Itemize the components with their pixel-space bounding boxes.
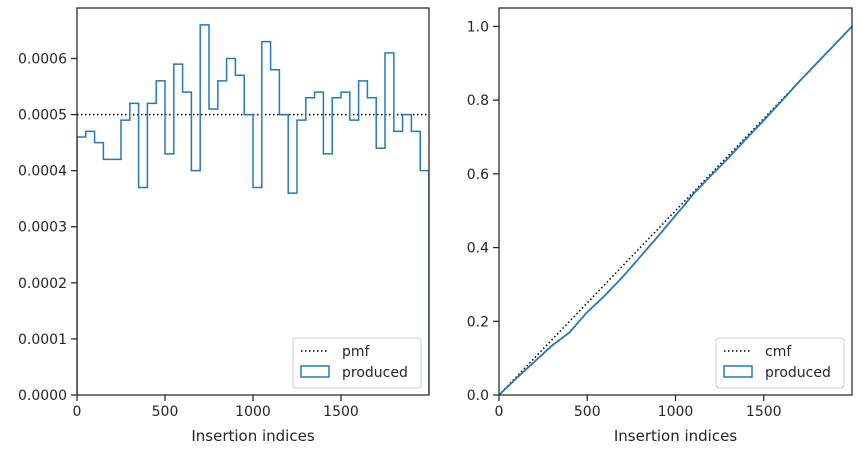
produced-line [499, 25, 852, 395]
y-tick-label: 0.0002 [18, 276, 67, 292]
y-tick-label: 0.0001 [18, 332, 67, 348]
y-tick-label: 0.0 [467, 388, 489, 404]
y-tick-label: 0.0003 [18, 220, 67, 236]
x-tick-label: 0 [495, 404, 504, 420]
y-tick-label: 0.4 [467, 241, 489, 257]
produced-histogram [77, 24, 429, 395]
legend-swatch-produced [723, 365, 753, 378]
x-tick-label: 1000 [235, 404, 271, 420]
axes-frame [76, 7, 430, 396]
x-axis-label: Insertion indices [614, 427, 737, 445]
y-tick-label: 0.0005 [18, 108, 67, 124]
axes-frame [498, 7, 853, 396]
y-tick-label: 0.6 [467, 167, 489, 183]
y-tick-label: 0.0006 [18, 51, 67, 67]
legend-label-produced: produced [342, 365, 408, 381]
y-tick-label: 0.0004 [18, 164, 67, 180]
x-tick-label: 500 [152, 404, 179, 420]
y-tick-label: 0.2 [467, 314, 489, 330]
x-tick-label: 1500 [323, 404, 359, 420]
x-tick-label: 0 [73, 404, 82, 420]
cmf-chart: 0 500 1000 1500 0.0 0.2 0.4 0.6 0.8 1.0 Insertion … [467, 7, 853, 445]
y-tick-label: 1.0 [467, 19, 489, 35]
x-tick-label: 500 [574, 404, 601, 420]
y-tick-label: 0.8 [467, 93, 489, 109]
x-tick-label: 1000 [658, 404, 694, 420]
plot-area [499, 25, 852, 395]
legend-label-produced: produced [765, 365, 831, 381]
pmf-chart: 0 500 1000 1500 0.0000 0.0001 0.0002 0.0003 0.00… [18, 7, 430, 445]
x-axis-label: Insertion indices [191, 427, 314, 445]
legend-label-pmf: pmf [342, 344, 371, 360]
y-tick-label: 0.0000 [18, 388, 67, 404]
plot-area [77, 24, 429, 395]
x-tick-label: 1500 [746, 404, 782, 420]
legend-swatch-produced [300, 365, 330, 378]
legend-label-cmf: cmf [765, 344, 792, 360]
